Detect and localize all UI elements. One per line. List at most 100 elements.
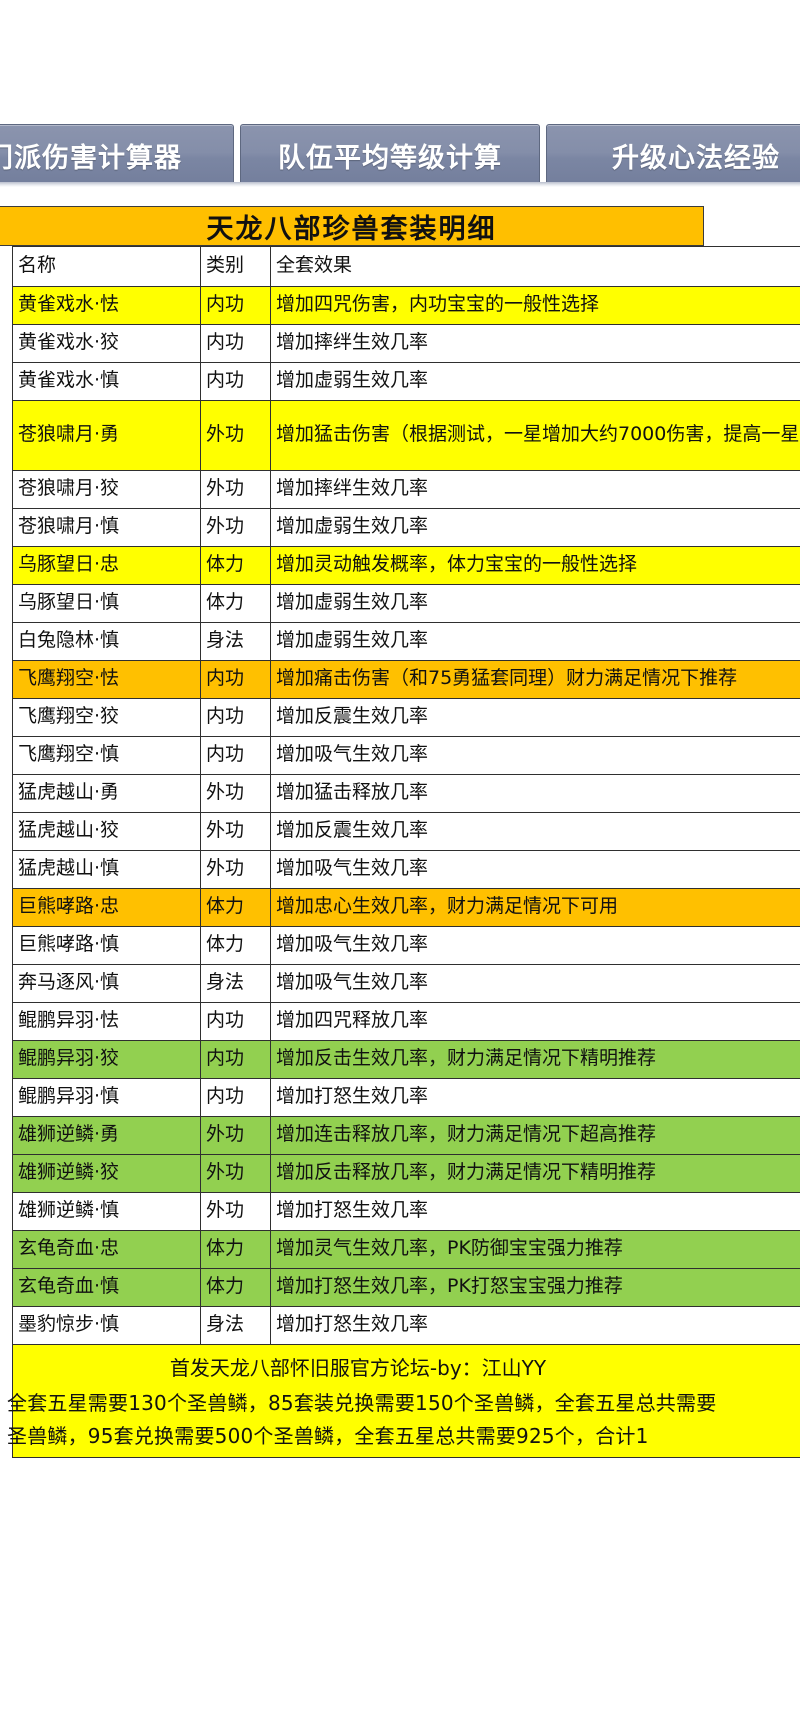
- cell-name: 苍狼啸月·勇: [12, 400, 201, 471]
- table-row: 乌豚望日·忠 体力 增加灵动触发概率，体力宝宝的一般性选择: [12, 546, 800, 585]
- footer-note-line-2: 圣兽鳞，95套兑换需要500个圣兽鳞，全套五星总共需要925个，合计1: [7, 1424, 649, 1448]
- tab-menpai-damage-calculator[interactable]: 门派伤害计算器: [0, 124, 234, 186]
- cell-type: 内功: [200, 1040, 271, 1079]
- cell-type: 体力: [200, 584, 271, 623]
- cell-effect: 增加忠心生效几率，财力满足情况下可用: [270, 888, 800, 927]
- cell-name: 墨豹惊步·慎: [12, 1306, 201, 1345]
- tab-label: 升级心法经验: [612, 143, 780, 174]
- cell-name: 乌豚望日·忠: [12, 546, 201, 585]
- table-row: 雄狮逆鳞·狡 外功 增加反击释放几率，财力满足情况下精明推荐: [12, 1154, 800, 1193]
- cell-effect: 增加四咒释放几率: [270, 1002, 800, 1041]
- table-row: 玄龟奇血·忠 体力 增加灵气生效几率，PK防御宝宝强力推荐: [12, 1230, 800, 1269]
- cell-type: 身法: [200, 622, 271, 661]
- cell-effect: 增加打怒生效几率: [270, 1306, 800, 1345]
- cell-effect: 增加打怒生效几率: [270, 1192, 800, 1231]
- table-row: 奔马逐风·慎 身法 增加吸气生效几率: [12, 964, 800, 1003]
- table-row: 玄龟奇血·慎 体力 增加打怒生效几率，PK打怒宝宝强力推荐: [12, 1268, 800, 1307]
- cell-type: 体力: [200, 1268, 271, 1307]
- cell-effect: 增加痛击伤害（和75勇猛套同理）财力满足情况下推荐: [270, 660, 800, 699]
- cell-effect: 增加连击释放几率，财力满足情况下超高推荐: [270, 1116, 800, 1155]
- cell-name: 乌豚望日·慎: [12, 584, 201, 623]
- cell-effect: 增加灵气生效几率，PK防御宝宝强力推荐: [270, 1230, 800, 1269]
- cell-effect: 增加灵动触发概率，体力宝宝的一般性选择: [270, 546, 800, 585]
- cell-name: 雄狮逆鳞·慎: [12, 1192, 201, 1231]
- cell-type: 外功: [200, 1154, 271, 1193]
- cell-type: 内功: [200, 736, 271, 775]
- cell-effect: 增加虚弱生效几率: [270, 584, 800, 623]
- cell-name: 白兔隐林·慎: [12, 622, 201, 661]
- cell-effect: 增加吸气生效几率: [270, 850, 800, 889]
- table-row: 黄雀戏水·怯 内功 增加四咒伤害，内功宝宝的一般性选择: [12, 286, 800, 325]
- tab-team-average-level[interactable]: 队伍平均等级计算: [240, 124, 540, 186]
- table-row: 鲲鹏异羽·慎 内功 增加打怒生效几率: [12, 1078, 800, 1117]
- column-header-name: 名称: [12, 246, 201, 287]
- cell-type: 体力: [200, 888, 271, 927]
- page-title: 天龙八部珍兽套装明细: [206, 213, 497, 245]
- cell-name: 玄龟奇血·忠: [12, 1230, 201, 1269]
- cell-effect: 增加吸气生效几率: [270, 736, 800, 775]
- cell-effect: 增加吸气生效几率: [270, 964, 800, 1003]
- cell-effect: 增加摔绊生效几率: [270, 324, 800, 363]
- cell-name: 黄雀戏水·狡: [12, 324, 201, 363]
- cell-effect: 增加反震生效几率: [270, 812, 800, 851]
- tab-upgrade-xinfa-exp[interactable]: 升级心法经验: [546, 124, 800, 186]
- column-header-effect: 全套效果: [270, 246, 800, 287]
- cell-name: 鲲鹏异羽·怯: [12, 1002, 201, 1041]
- cell-name: 飞鹰翔空·慎: [12, 736, 201, 775]
- cell-type: 外功: [200, 812, 271, 851]
- cell-name: 鲲鹏异羽·慎: [12, 1078, 201, 1117]
- cell-effect: 增加四咒伤害，内功宝宝的一般性选择: [270, 286, 800, 325]
- cell-effect: 增加猛击释放几率: [270, 774, 800, 813]
- spreadsheet-sheet: 天龙八部珍兽套装明细 名称 类别 全套效果 黄雀戏水·怯 内功 增加四咒伤害，内功宝…: [0, 206, 800, 1458]
- table-row: 飞鹰翔空·狡 内功 增加反震生效几率: [12, 698, 800, 737]
- cell-type: 内功: [200, 698, 271, 737]
- cell-type: 内功: [200, 1002, 271, 1041]
- cell-type: 内功: [200, 286, 271, 325]
- table-row: 飞鹰翔空·怯 内功 增加痛击伤害（和75勇猛套同理）财力满足情况下推荐: [12, 660, 800, 699]
- table-row: 雄狮逆鳞·勇 外功 增加连击释放几率，财力满足情况下超高推荐: [12, 1116, 800, 1155]
- cell-effect: 增加虚弱生效几率: [270, 508, 800, 547]
- table-row: 雄狮逆鳞·慎 外功 增加打怒生效几率: [12, 1192, 800, 1231]
- cell-name: 雄狮逆鳞·勇: [12, 1116, 201, 1155]
- cell-name: 巨熊哮路·慎: [12, 926, 201, 965]
- cell-type: 外功: [200, 508, 271, 547]
- cell-name: 猛虎越山·慎: [12, 850, 201, 889]
- cell-effect: 增加虚弱生效几率: [270, 622, 800, 661]
- cell-name: 猛虎越山·狡: [12, 812, 201, 851]
- table-row: 苍狼啸月·狡 外功 增加摔绊生效几率: [12, 470, 800, 509]
- table-row: 苍狼啸月·慎 外功 增加虚弱生效几率: [12, 508, 800, 547]
- tab-bar: 门派伤害计算器 队伍平均等级计算 升级心法经验: [0, 124, 800, 186]
- table-row: 白兔隐林·慎 身法 增加虚弱生效几率: [12, 622, 800, 661]
- footer-notes-block: 首发天龙八部怀旧服官方论坛-by：江山YY 全套五星需要130个圣兽鳞，85套装…: [7, 1345, 800, 1458]
- cell-effect: 增加反震生效几率: [270, 698, 800, 737]
- footer-note-line-1: 全套五星需要130个圣兽鳞，85套装兑换需要150个圣兽鳞，全套五星总共需要: [7, 1391, 717, 1415]
- table-header-row: 名称 类别 全套效果: [12, 246, 800, 287]
- table-row: 猛虎越山·狡 外功 增加反震生效几率: [12, 812, 800, 851]
- cell-type: 体力: [200, 1230, 271, 1269]
- cell-type: 外功: [200, 470, 271, 509]
- cell-type: 体力: [200, 926, 271, 965]
- cell-name: 黄雀戏水·怯: [12, 286, 201, 325]
- table-row: 黄雀戏水·慎 内功 增加虚弱生效几率: [12, 362, 800, 401]
- column-header-type: 类别: [200, 246, 271, 287]
- cell-name: 玄龟奇血·慎: [12, 1268, 201, 1307]
- cell-type: 身法: [200, 964, 271, 1003]
- cell-name: 鲲鹏异羽·狡: [12, 1040, 201, 1079]
- cell-effect: 增加打怒生效几率: [270, 1078, 800, 1117]
- table-row: 墨豹惊步·慎 身法 增加打怒生效几率: [12, 1306, 800, 1345]
- cell-effect: 增加猛击伤害（根据测试，一星增加大约7000伤害，提高一星，继续增加7000），…: [270, 400, 800, 471]
- pet-set-table: 名称 类别 全套效果 黄雀戏水·怯 内功 增加四咒伤害，内功宝宝的一般性选择 黄雀戏水…: [12, 246, 800, 1345]
- table-row: 猛虎越山·勇 外功 增加猛击释放几率: [12, 774, 800, 813]
- table-row: 巨熊哮路·慎 体力 增加吸气生效几率: [12, 926, 800, 965]
- tab-bar-divider: [0, 182, 800, 187]
- cell-effect: 增加反击生效几率，财力满足情况下精明推荐: [270, 1040, 800, 1079]
- cell-name: 巨熊哮路·忠: [12, 888, 201, 927]
- table-row: 乌豚望日·慎 体力 增加虚弱生效几率: [12, 584, 800, 623]
- cell-name: 猛虎越山·勇: [12, 774, 201, 813]
- cell-effect: 增加摔绊生效几率: [270, 470, 800, 509]
- cell-type: 体力: [200, 546, 271, 585]
- tab-label: 队伍平均等级计算: [278, 143, 502, 174]
- cell-name: 苍狼啸月·慎: [12, 508, 201, 547]
- tab-label: 门派伤害计算器: [0, 143, 182, 174]
- cell-name: 飞鹰翔空·狡: [12, 698, 201, 737]
